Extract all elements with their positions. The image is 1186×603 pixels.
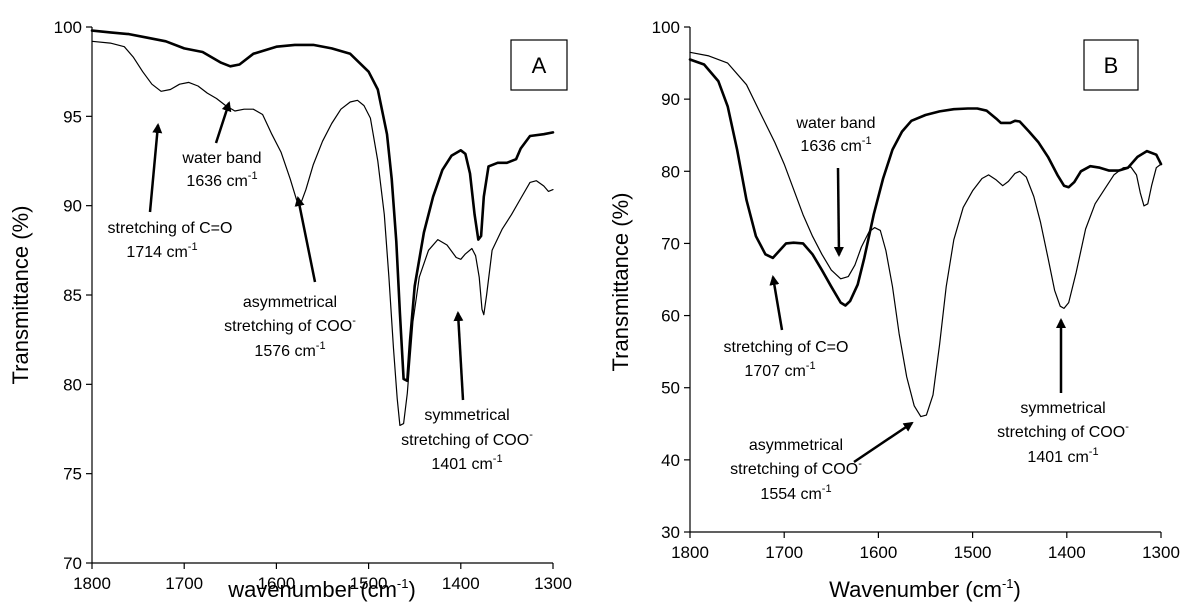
panel-a-annotation-water-band: water band 1636 cm-1 [181, 101, 262, 190]
panel-b-annotation-asym-coo: asymmetrical stretching of COO- 1554 cm-… [730, 421, 914, 503]
x-tick-label: 1800 [671, 543, 709, 562]
spectrum-line-thin [91, 40, 554, 426]
annotation-line: 1576 cm-1 [254, 340, 325, 360]
panel-b-label: B [1104, 53, 1119, 78]
x-tick-label: 1300 [534, 574, 572, 593]
panel-b-x-ticks: 1800 1700 1600 1500 1400 1300 [671, 532, 1180, 562]
annotation-line: stretching of COO- [997, 421, 1129, 441]
panel-b-y-axis-title: Transmittance (%) [608, 193, 633, 372]
spectrum-line-thin [689, 51, 1162, 418]
y-tick-label: 85 [63, 286, 82, 305]
x-tick-label: 1600 [859, 543, 897, 562]
panel-b-y-ticks: 30 40 50 60 70 80 90 100 [652, 18, 690, 542]
y-tick-label: 75 [63, 465, 82, 484]
y-tick-label: 70 [661, 234, 680, 253]
y-tick-label: 80 [63, 375, 82, 394]
annotation-line: asymmetrical [243, 294, 337, 311]
panel-a-annotation-co-stretch: stretching of C=O 1714 cm-1 [108, 123, 233, 261]
panel-a-series [90, 29, 555, 426]
annotation-line: water band [181, 150, 261, 167]
panel-b-chart: 30 40 50 60 70 80 90 100 1800 1700 1600 1500 1400 13… [608, 18, 1180, 602]
x-tick-label: 1400 [1048, 543, 1086, 562]
x-tick-label: 1600 [257, 574, 295, 593]
panel-a-x-ticks: 1800 1700 1600 1500 1400 1300 [73, 563, 572, 593]
annotation-line: stretching of COO- [401, 429, 533, 449]
panel-a-annotation-asym-coo: asymmetrical stretching of COO- 1576 cm-… [224, 196, 356, 360]
panel-a-y-axis-title: Transmittance (%) [8, 206, 33, 385]
x-tick-label: 1700 [165, 574, 203, 593]
annotation-line: asymmetrical [749, 437, 843, 454]
x-tick-label: 1500 [954, 543, 992, 562]
panel-a-label-box [510, 39, 568, 91]
panel-a-chart: 70 75 80 85 90 95 100 1800 1700 1600 1500 1400 1300… [8, 18, 572, 602]
panel-b-label-box [1083, 39, 1139, 91]
annotation-line: stretching of C=O [724, 339, 849, 356]
annotation-line: 1401 cm-1 [431, 453, 502, 473]
panel-b-annotation-co-stretch: stretching of C=O 1707 cm-1 [724, 275, 849, 380]
annotation-line: stretching of C=O [108, 220, 233, 237]
annotation-line: 1401 cm-1 [1027, 446, 1098, 466]
panel-b-series [688, 51, 1163, 418]
spectrum-line-thick [688, 58, 1163, 307]
y-tick-label: 90 [661, 90, 680, 109]
annotation-line: 1554 cm-1 [760, 483, 831, 503]
y-tick-label: 50 [661, 379, 680, 398]
panel-a-label: A [532, 53, 547, 78]
y-tick-label: 70 [63, 554, 82, 573]
water-band-arrow [833, 167, 844, 257]
panel-a-y-ticks: 70 75 80 85 90 95 100 [54, 18, 92, 573]
y-tick-label: 100 [652, 18, 680, 37]
x-tick-label: 1300 [1142, 543, 1180, 562]
panel-b-annotation-water-band: water band 1636 cm-1 [795, 115, 876, 257]
water-band-arrow [214, 101, 232, 144]
y-tick-label: 30 [661, 523, 680, 542]
panel-a-x-axis-title: wavenumber (cm-1) [227, 576, 416, 602]
x-tick-label: 1400 [442, 574, 480, 593]
x-tick-label: 1800 [73, 574, 111, 593]
y-tick-label: 95 [63, 107, 82, 126]
spectrum-line-thick [90, 29, 555, 383]
y-tick-label: 100 [54, 18, 82, 37]
asym-coo-arrow [294, 196, 317, 283]
annotation-line: 1636 cm-1 [800, 135, 871, 155]
x-tick-label: 1700 [765, 543, 803, 562]
annotation-line: 1714 cm-1 [126, 241, 197, 261]
annotation-line: 1636 cm-1 [186, 170, 257, 190]
y-tick-label: 90 [63, 197, 82, 216]
panel-b-x-axis-title: Wavenumber (cm-1) [829, 576, 1021, 602]
y-tick-label: 60 [661, 307, 680, 326]
asym-coo-arrow [853, 421, 914, 464]
y-tick-label: 40 [661, 451, 680, 470]
sym-coo-arrow [453, 311, 465, 401]
annotation-line: stretching of COO- [224, 315, 356, 335]
panel-b-annotation-sym-coo: symmetrical stretching of COO- 1401 cm-1 [997, 318, 1129, 466]
annotation-line: water band [795, 115, 875, 132]
co-stretch-arrow [769, 275, 784, 331]
annotation-line: stretching of COO- [730, 458, 862, 478]
co-stretch-arrow [148, 123, 163, 213]
panel-a-annotation-sym-coo: symmetrical stretching of COO- 1401 cm-1 [401, 311, 533, 473]
annotation-line: 1707 cm-1 [744, 360, 815, 380]
x-tick-label: 1500 [350, 574, 388, 593]
annotation-line: symmetrical [424, 407, 509, 424]
annotation-line: symmetrical [1020, 400, 1105, 417]
y-tick-label: 80 [661, 162, 680, 181]
